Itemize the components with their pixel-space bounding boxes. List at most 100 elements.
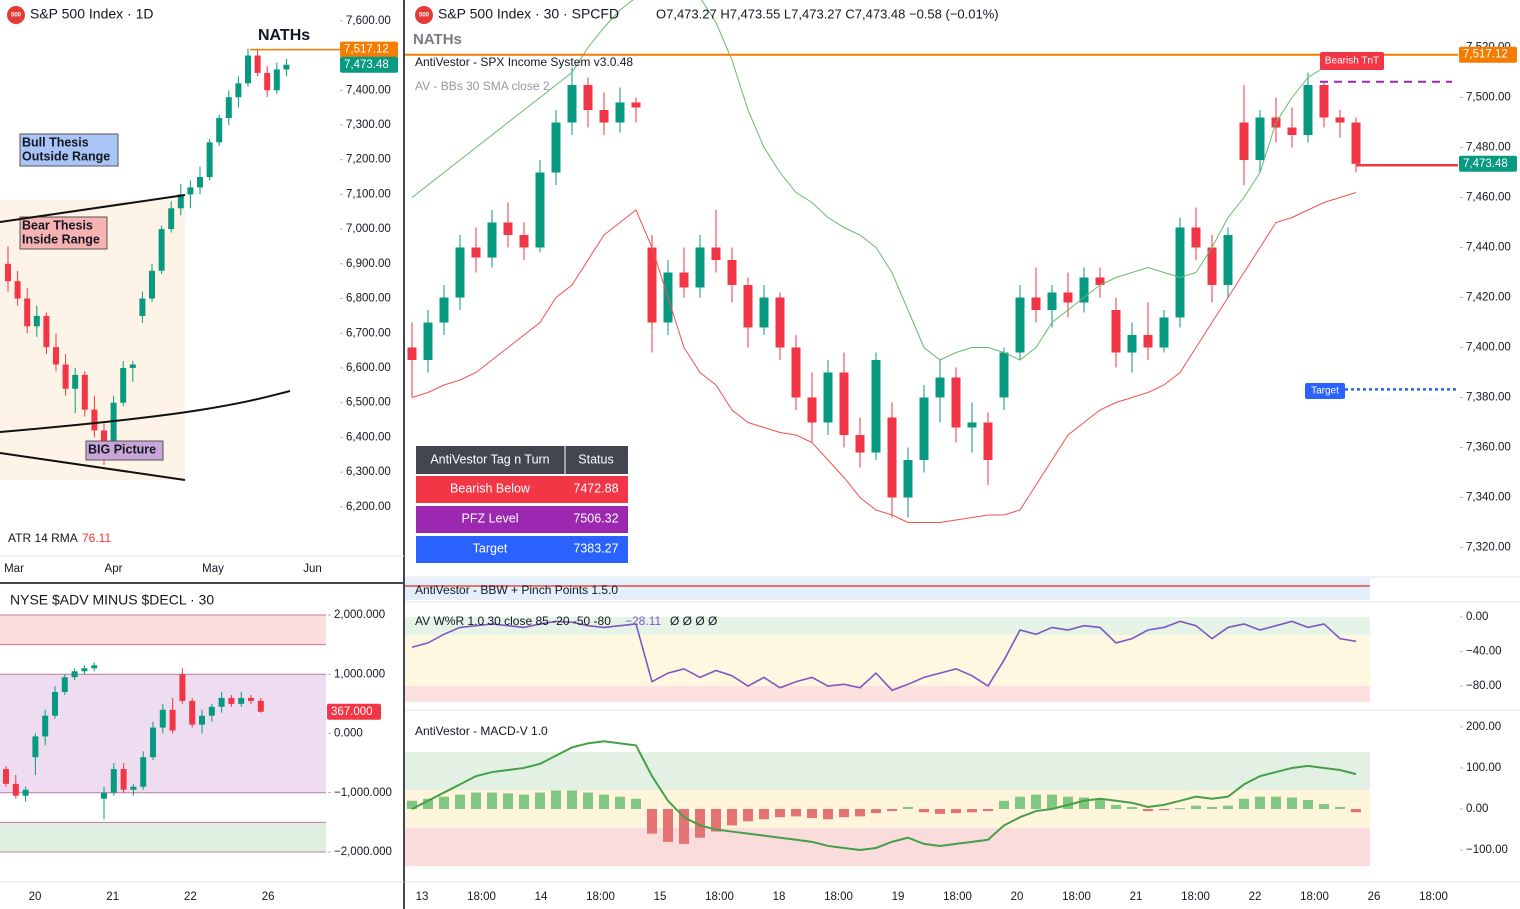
histogram-bar xyxy=(631,798,641,809)
wr-zone xyxy=(405,686,1370,702)
candle-body xyxy=(1031,297,1041,310)
candle-body xyxy=(1303,85,1313,135)
candle-body xyxy=(583,85,593,110)
price-label-box xyxy=(1459,155,1517,172)
candle-body xyxy=(967,422,977,428)
candle-body xyxy=(1255,117,1265,160)
x-tick-label: 19 xyxy=(892,891,905,903)
x-tick-label: Apr xyxy=(105,563,123,575)
candle-body xyxy=(1207,247,1217,285)
chart-title: S&P 500 Index · 30 · SPCFD xyxy=(438,6,619,22)
macd-line xyxy=(411,740,1357,852)
y-tick-label: −1,000.000 xyxy=(334,787,392,799)
y-tick-label: 7,380.00 xyxy=(1466,392,1511,404)
tag-text: Bearish TnT xyxy=(1325,56,1379,67)
x-tick-label: 18:00 xyxy=(705,891,734,903)
candle-body xyxy=(1335,117,1345,123)
trend-line xyxy=(0,452,186,481)
candle-body xyxy=(189,700,196,725)
annotation-text: Bear Thesis xyxy=(22,218,93,232)
y-tick-label: 0.00 xyxy=(1466,803,1488,815)
candle-body xyxy=(238,697,245,704)
histogram-bar xyxy=(1095,798,1105,809)
y-tick-label: 2,000.000 xyxy=(334,609,385,621)
candle-body xyxy=(62,364,69,389)
candle-body xyxy=(983,422,993,460)
annotation: NATHs xyxy=(258,27,310,44)
atr-label: ATR 14 RMA xyxy=(8,531,78,545)
histogram-bar xyxy=(439,796,449,809)
y-tick-label: −2,000.000 xyxy=(334,846,392,858)
histogram-bar xyxy=(727,808,737,826)
symbol-badge xyxy=(7,6,25,24)
wr-zone xyxy=(405,617,1370,635)
histogram-bar xyxy=(1127,806,1137,809)
table-cell: 7472.88 xyxy=(573,481,618,495)
candle-body xyxy=(1063,292,1073,303)
y-tick-label: 0.000 xyxy=(334,728,363,740)
y-tick-label: 1,000.000 xyxy=(334,668,385,680)
y-tick-label: 6,800.00 xyxy=(346,293,391,305)
histogram-bar xyxy=(1255,796,1265,809)
chart-title: NYSE $ADV MINUS $DECL · 30 xyxy=(10,592,214,608)
badge-text: 500 xyxy=(11,13,22,19)
candle-body xyxy=(197,177,203,188)
y-tick-label: 7,340.00 xyxy=(1466,492,1511,504)
candle-body xyxy=(759,297,769,328)
x-tick-label: 18 xyxy=(773,891,786,903)
candle-body xyxy=(503,222,513,235)
x-tick-label: 20 xyxy=(1011,891,1024,903)
candle-body xyxy=(1047,292,1057,310)
y-tick-label: 7,100.00 xyxy=(346,188,391,200)
histogram-bar xyxy=(679,808,689,844)
candle-body xyxy=(631,102,641,108)
candle-body xyxy=(33,315,40,327)
candle-body xyxy=(12,783,19,796)
table-header-cell: AntiVestor Tag n Turn xyxy=(430,452,549,466)
candle-body xyxy=(71,671,78,678)
histogram-bar xyxy=(583,792,593,809)
histogram-bar xyxy=(807,808,817,819)
histogram-bar xyxy=(1079,797,1089,809)
histogram-bar xyxy=(1031,794,1041,809)
wr-line xyxy=(411,620,1357,692)
candle-body xyxy=(72,374,79,389)
candle-body xyxy=(871,360,881,453)
y-tick-label: 7,500.00 xyxy=(1466,92,1511,104)
y-tick-label: 7,360.00 xyxy=(1466,442,1511,454)
candle-body xyxy=(228,697,235,704)
histogram-bar xyxy=(503,793,513,809)
candle-body xyxy=(158,229,165,271)
indicator-extra: Ø Ø Ø Ø xyxy=(670,614,717,628)
x-tick-label: 18:00 xyxy=(1062,891,1091,903)
histogram-bar xyxy=(615,796,625,809)
histogram-bar xyxy=(1111,804,1121,809)
candle-body xyxy=(535,172,545,248)
histogram-bar xyxy=(487,792,497,809)
candle-body xyxy=(120,367,127,403)
candle-body xyxy=(679,272,689,288)
table-cell: Target xyxy=(473,541,508,555)
candle-body xyxy=(471,247,481,258)
candle-body xyxy=(177,194,184,209)
histogram-bar xyxy=(871,808,881,814)
y-tick-label: 7,200.00 xyxy=(346,154,391,166)
wr-zone xyxy=(405,635,1370,686)
histogram-bar xyxy=(471,792,481,809)
annotation-text: Bull Thesis xyxy=(22,135,89,149)
atr-value: 76.11 xyxy=(82,531,111,545)
table-row xyxy=(416,476,628,503)
candle-body xyxy=(439,297,449,323)
candle-body xyxy=(711,247,721,260)
candle-body xyxy=(254,55,261,73)
histogram-bar xyxy=(1239,798,1249,809)
y-tick-label: 6,500.00 xyxy=(346,397,391,409)
histogram-bar xyxy=(1047,794,1057,809)
histogram-bar xyxy=(1207,806,1217,809)
histogram-bar xyxy=(855,808,865,817)
x-tick-label: 18:00 xyxy=(1300,891,1329,903)
x-tick-label: 21 xyxy=(1130,891,1143,903)
candle-body xyxy=(130,786,137,790)
candle-body xyxy=(551,122,561,173)
histogram-bar xyxy=(647,808,657,834)
